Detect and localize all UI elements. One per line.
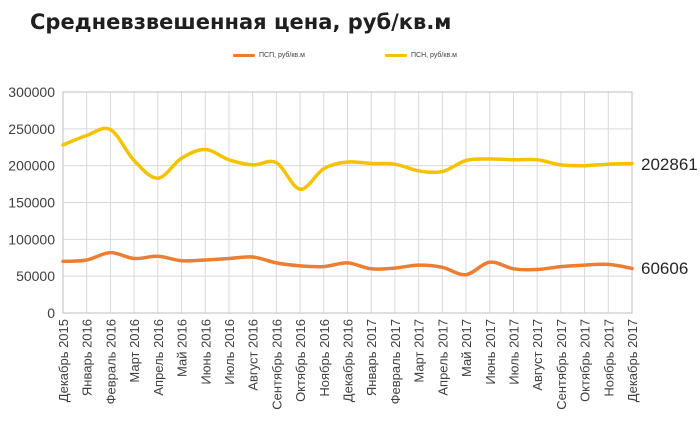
legend-label-psn: ПСН, руб/кв.м	[411, 52, 457, 59]
x-tick-label: Апрель 2016	[151, 319, 166, 396]
legend-swatch-psp	[233, 54, 255, 57]
legend-item-psn: ПСН, руб/кв.м	[385, 52, 457, 59]
y-tick-label: 50000	[16, 268, 55, 284]
x-tick-label: Август 2017	[530, 319, 545, 391]
x-tick-label: Май 2017	[459, 319, 474, 377]
x-tick-label: Апрель 2017	[435, 319, 450, 396]
y-tick-label: 300000	[8, 84, 55, 100]
x-tick-label: Июль 2016	[222, 319, 237, 385]
end-value-psn: 202861	[641, 155, 698, 174]
x-tick-label: Февраль 2017	[388, 319, 403, 404]
x-tick-label: Ноябрь 2016	[317, 319, 332, 397]
x-tick-label: Сентябрь 2016	[269, 319, 284, 410]
series-line-psp	[61, 250, 634, 277]
y-tick-label: 0	[47, 305, 55, 321]
x-tick-label: Декабрь 2015	[56, 319, 71, 402]
x-tick-label: Декабрь 2017	[625, 319, 640, 402]
x-tick-label: Май 2016	[175, 319, 190, 377]
x-tick-label: Август 2016	[246, 319, 261, 391]
x-tick-label: Октябрь 2017	[578, 319, 593, 402]
y-tick-label: 250000	[8, 121, 55, 137]
legend-label-psp: ПСП, руб/кв.м	[259, 52, 305, 59]
x-tick-label: Сентябрь 2017	[554, 319, 569, 410]
x-tick-label: Январь 2017	[364, 319, 379, 396]
x-tick-label: Март 2017	[412, 319, 427, 383]
x-tick-label: Февраль 2016	[103, 319, 118, 404]
x-tick-label: Январь 2016	[80, 319, 95, 396]
y-tick-label: 100000	[8, 231, 55, 247]
y-tick-label: 200000	[8, 158, 55, 174]
x-tick-label: Июнь 2016	[198, 319, 213, 385]
legend-swatch-psn	[385, 54, 407, 57]
end-value-psp: 60606	[641, 259, 689, 278]
chart-title: Средневзвешенная цена, руб/кв.м	[30, 10, 452, 34]
legend-item-psp: ПСП, руб/кв.м	[233, 52, 305, 59]
x-tick-label: Декабрь 2016	[341, 319, 356, 402]
series-line-psn	[61, 126, 634, 191]
x-tick-label: Июль 2017	[506, 319, 521, 385]
y-tick-label: 150000	[8, 195, 55, 211]
x-tick-label: Ноябрь 2017	[601, 319, 616, 397]
plot-area-border	[62, 91, 633, 314]
x-tick-label: Июнь 2017	[483, 319, 498, 385]
x-tick-label: Октябрь 2016	[293, 319, 308, 402]
x-tick-label: Март 2016	[127, 319, 142, 383]
